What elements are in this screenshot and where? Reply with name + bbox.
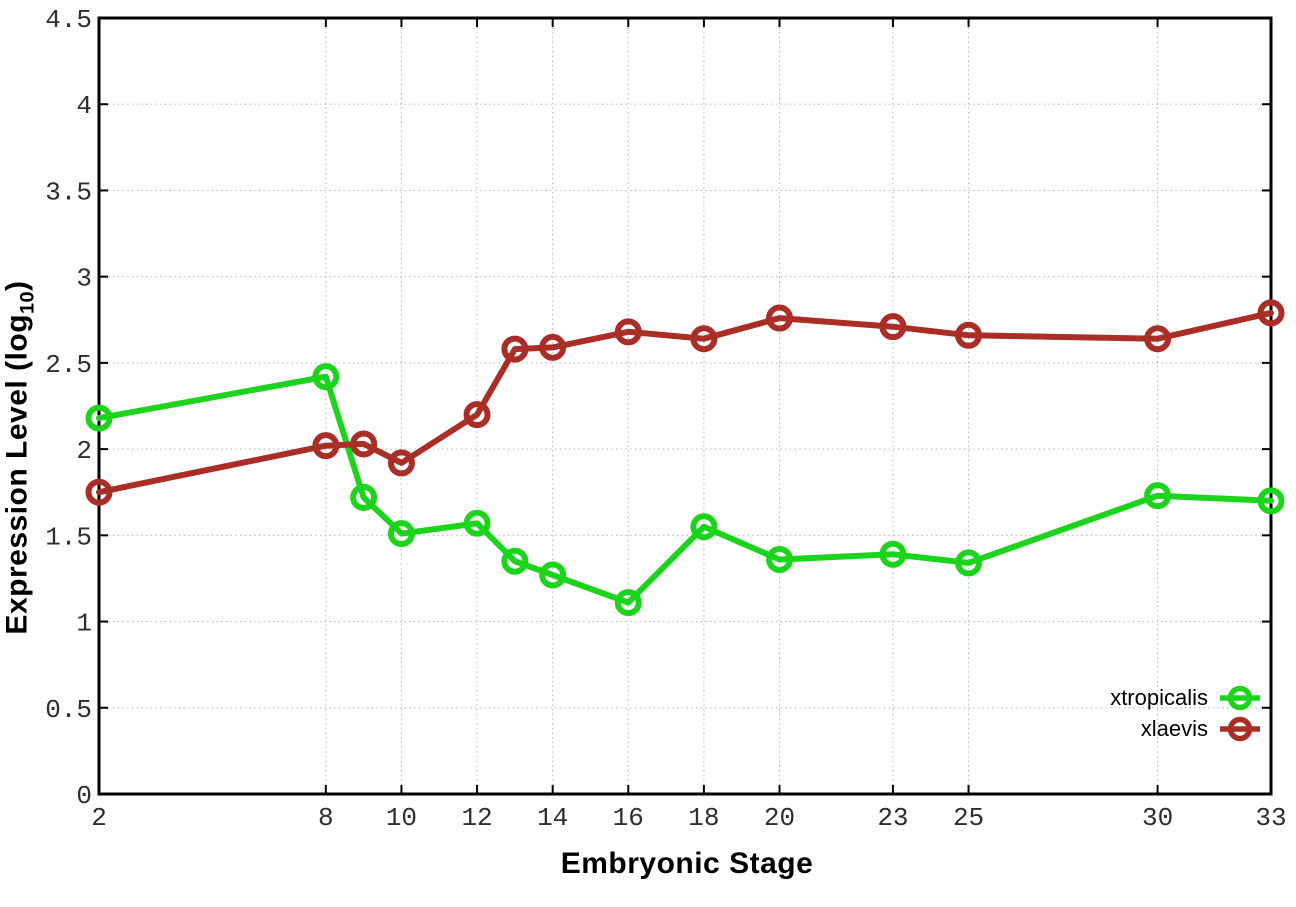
y-axis-title-subscript: 10: [16, 290, 39, 314]
legend-label: xtropicalis: [1110, 685, 1208, 710]
data-point-marker: [312, 432, 340, 460]
data-point-marker: [350, 483, 378, 511]
legend: xtropicalis xlaevis: [1110, 685, 1260, 742]
series-xtropicalis: [85, 363, 1285, 617]
y-tick-label: 4.5: [45, 5, 92, 35]
x-tick-label: 25: [953, 803, 984, 833]
data-point-marker: [1257, 299, 1285, 327]
series-line: [96, 309, 1274, 496]
x-tick-label: 23: [877, 803, 908, 833]
x-tick-label: 14: [537, 803, 568, 833]
data-point-marker: [501, 335, 529, 363]
data-point-marker: [766, 304, 794, 332]
x-tick-label: 33: [1255, 803, 1286, 833]
data-point-marker: [387, 449, 415, 477]
legend-entry-xtropicalis: xtropicalis: [1110, 685, 1260, 711]
series-xlaevis: [85, 299, 1285, 506]
data-point-marker: [614, 589, 642, 617]
y-axis-title-close: ): [0, 280, 34, 291]
y-tick-label: 0.5: [45, 695, 92, 725]
x-tick-label: 16: [613, 803, 644, 833]
data-point-marker: [539, 333, 567, 361]
data-point-marker: [85, 478, 113, 506]
data-point-marker: [1144, 325, 1172, 353]
y-tick-label: 2: [76, 436, 92, 466]
data-point-marker: [955, 321, 983, 349]
x-tick-label: 8: [318, 803, 334, 833]
data-point-marker: [85, 404, 113, 432]
x-tick-label: 30: [1142, 803, 1173, 833]
series-line: [96, 373, 1274, 606]
data-point-marker: [1257, 487, 1285, 515]
x-tick-label: 20: [764, 803, 795, 833]
data-point-marker: [463, 509, 491, 537]
x-tick-label: 2: [91, 803, 107, 833]
data-point-marker: [1144, 482, 1172, 510]
line-marker-icon: [1220, 716, 1260, 742]
plot-border: [97, 16, 1273, 796]
tick-labels: 0 0.5 1 1.5 2 2.5 3 3.5 4 4.5 2 8 10 12 14 16 18 20 23 25 30…: [45, 5, 1286, 833]
data-point-marker: [350, 430, 378, 458]
y-axis-title: Expression Level (log10): [1, 238, 40, 678]
x-tick-label: 18: [688, 803, 719, 833]
data-point-marker: [614, 318, 642, 346]
y-tick-label: 3.5: [45, 177, 92, 207]
legend-label: xlaevis: [1140, 716, 1208, 741]
line-marker-icon: [1220, 685, 1260, 711]
y-tick-label: 2.5: [45, 350, 92, 380]
data-point-marker: [955, 549, 983, 577]
legend-entry-xlaevis: xlaevis: [1141, 716, 1260, 742]
data-point-marker: [387, 520, 415, 548]
data-point-marker: [501, 547, 529, 575]
gridlines: [99, 18, 1271, 794]
y-tick-label: 4: [76, 91, 92, 121]
x-tick-label: 10: [386, 803, 417, 833]
data-point-marker: [690, 513, 718, 541]
data-point-marker: [463, 401, 491, 429]
y-axis-title-text: Expression Level (log: [0, 313, 34, 635]
tick-marks: [98, 17, 1272, 795]
data-point-marker: [539, 561, 567, 589]
x-tick-label: 12: [461, 803, 492, 833]
y-tick-label: 1: [76, 609, 92, 639]
y-tick-label: 3: [76, 264, 92, 294]
data-point-marker: [312, 363, 340, 391]
y-tick-label: 0: [76, 781, 92, 811]
x-axis-title: Embryonic Stage: [560, 847, 814, 880]
data-point-marker: [690, 325, 718, 353]
data-point-marker: [879, 313, 907, 341]
data-point-marker: [879, 540, 907, 568]
data-point-marker: [766, 545, 794, 573]
y-tick-label: 1.5: [45, 522, 92, 552]
